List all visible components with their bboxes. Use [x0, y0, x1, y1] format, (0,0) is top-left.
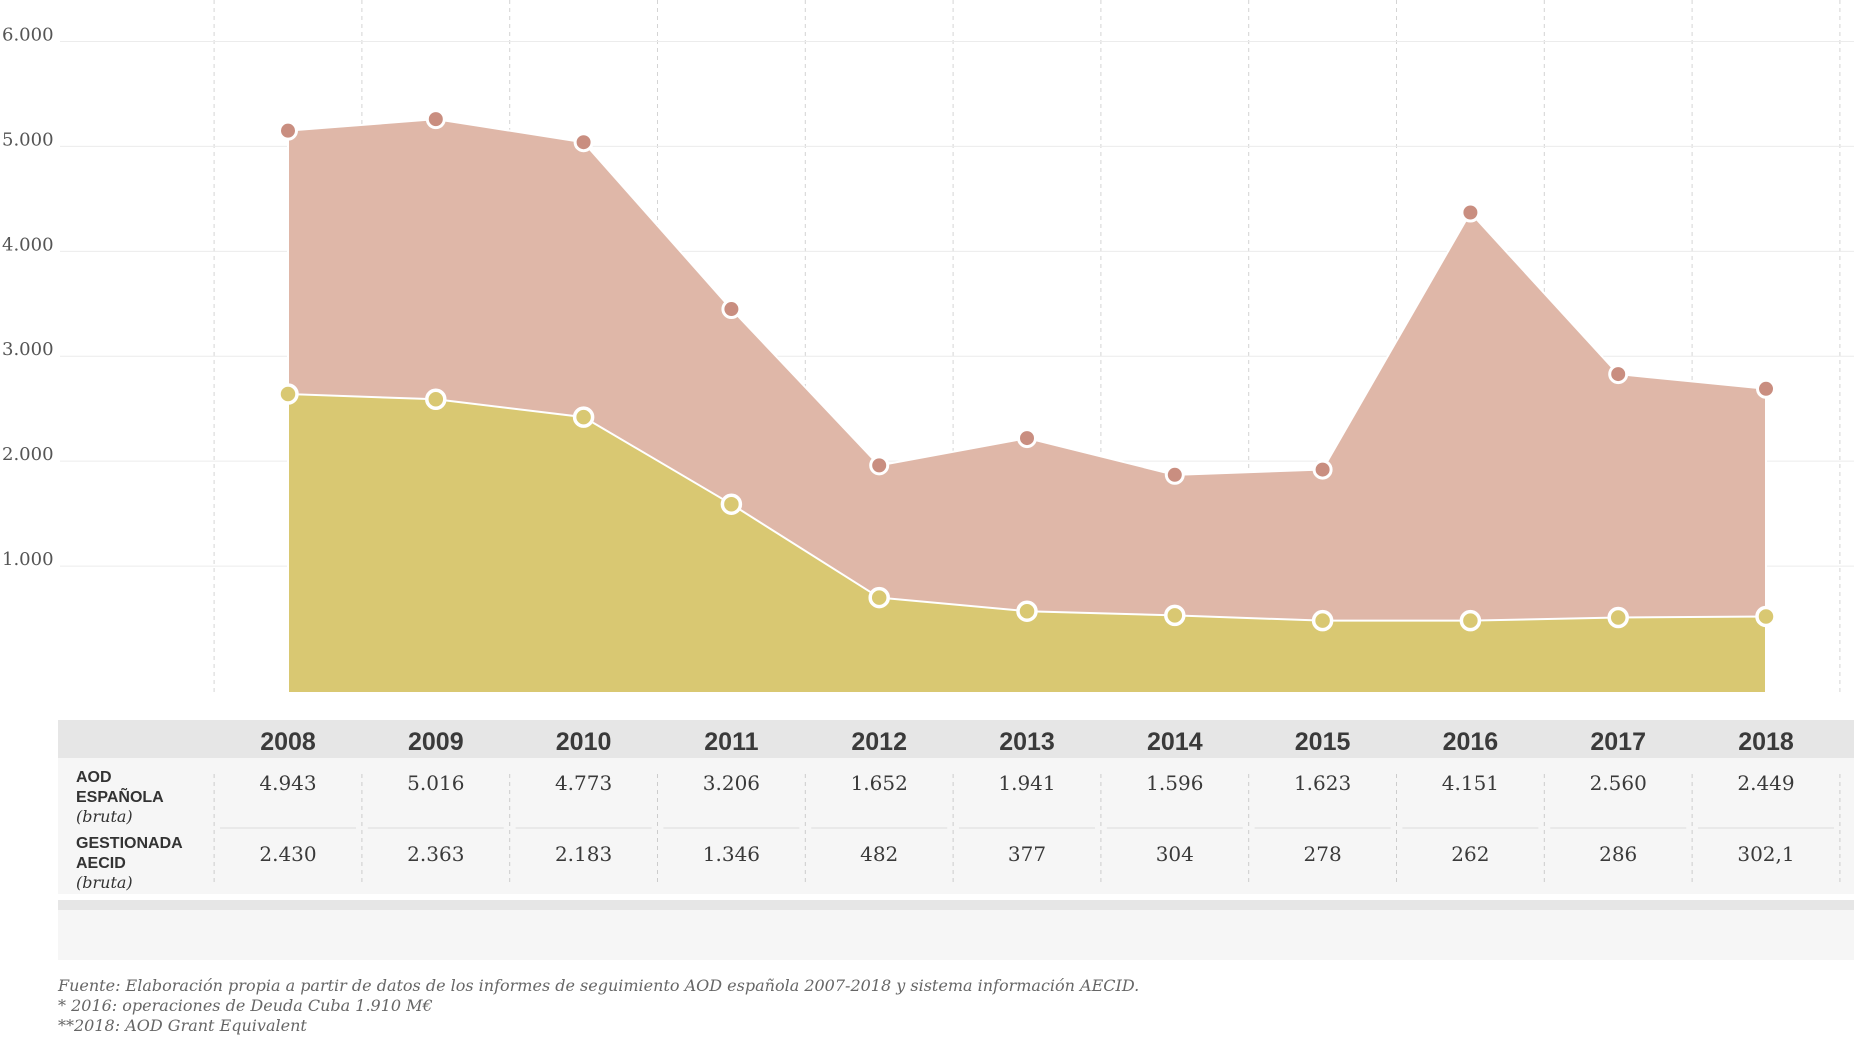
row-label-sub: (bruta)	[76, 873, 133, 892]
point-aod-2016	[1460, 202, 1481, 223]
row-label-line: AECID	[76, 855, 126, 872]
point-aecid-2012	[868, 586, 890, 609]
y-tick-label: 5.000	[2, 129, 54, 150]
table-cell: 4.151	[1442, 771, 1499, 795]
table-cell: 4.773	[555, 771, 612, 795]
y-tick-label: 4.000	[2, 234, 54, 255]
table-footer-bg	[58, 910, 1854, 960]
y-tick-label: 6.000	[2, 24, 54, 45]
table-cell: 302,1	[1737, 842, 1794, 866]
point-aecid-2010	[572, 406, 595, 428]
point-aod-2011	[721, 299, 742, 320]
table-cell: 262	[1451, 842, 1489, 866]
table-cell: 377	[1008, 842, 1046, 866]
row-label-line: ESPAÑOLA	[76, 786, 164, 806]
source-note: Fuente: Elaboración propia a partir de d…	[58, 976, 1140, 995]
point-aod-2014	[1164, 464, 1185, 485]
point-aod-2018	[1756, 378, 1776, 399]
table-cell: 286	[1599, 842, 1637, 866]
footnote-2018: **2018: AOD Grant Equivalent	[58, 1016, 307, 1035]
table-cell: 4.943	[259, 771, 316, 795]
table-cell: 1.346	[703, 842, 760, 866]
year-label-2010: 2010	[556, 728, 612, 756]
point-aecid-2016	[1459, 609, 1482, 632]
point-aecid-2018	[1755, 605, 1777, 628]
table-cell: 2.449	[1737, 771, 1794, 795]
table-cell: 278	[1304, 842, 1342, 866]
point-aod-2012	[869, 455, 890, 476]
table-cell: 1.652	[851, 771, 908, 795]
table-header-bg	[58, 720, 1854, 758]
area-gestionada-aecid	[287, 392, 1767, 694]
point-aecid-2013	[1016, 600, 1038, 622]
chart-notes: Fuente: Elaboración propia a partir de d…	[58, 976, 1139, 1036]
year-label-2018: 2018	[1738, 728, 1794, 756]
year-label-2011: 2011	[704, 728, 758, 756]
table-cell: 482	[860, 842, 898, 866]
table-cell: 1.623	[1294, 771, 1351, 795]
point-aod-2009	[425, 109, 446, 130]
table-body-bg	[58, 758, 1854, 894]
row-label-sub: (bruta)	[76, 807, 133, 826]
year-label-2009: 2009	[408, 728, 464, 756]
point-aecid-2008	[277, 383, 299, 405]
point-aod-2008	[278, 120, 298, 141]
point-aecid-2017	[1607, 606, 1629, 629]
point-aod-2010	[573, 132, 594, 153]
y-tick-label: 2.000	[2, 444, 54, 465]
table-cell: 304	[1156, 842, 1194, 866]
year-label-2008: 2008	[260, 728, 316, 756]
table-cell: 2.183	[555, 842, 612, 866]
footnote-2016: * 2016: operaciones de Deuda Cuba 1.910 …	[58, 996, 433, 1015]
year-label-2017: 2017	[1590, 728, 1646, 756]
point-aod-2013	[1017, 428, 1037, 449]
point-aecid-2014	[1164, 604, 1186, 627]
table-cell: 5.016	[407, 771, 464, 795]
table-cell: 1.941	[998, 771, 1055, 795]
point-aod-2015	[1312, 459, 1333, 480]
table-cell: 2.560	[1590, 771, 1647, 795]
row-label-line: AOD	[76, 769, 112, 786]
point-aod-2017	[1608, 364, 1629, 385]
year-label-2015: 2015	[1295, 728, 1351, 756]
y-tick-label: 3.000	[2, 339, 54, 360]
row-label-line: GESTIONADA	[76, 835, 183, 852]
y-tick-label: 1.000	[2, 549, 54, 570]
table-cell: 2.363	[407, 842, 464, 866]
year-label-2013: 2013	[999, 728, 1055, 756]
year-label-2012: 2012	[851, 728, 907, 756]
point-aecid-2015	[1311, 609, 1334, 632]
table-cell: 3.206	[703, 771, 760, 795]
point-aecid-2011	[720, 493, 743, 515]
point-aecid-2009	[425, 388, 447, 411]
table-cell: 2.430	[259, 842, 316, 866]
year-label-2014: 2014	[1147, 728, 1203, 756]
table-cell: 1.596	[1146, 771, 1203, 795]
year-label-2016: 2016	[1443, 728, 1499, 756]
table-divider-bar	[58, 900, 1854, 910]
